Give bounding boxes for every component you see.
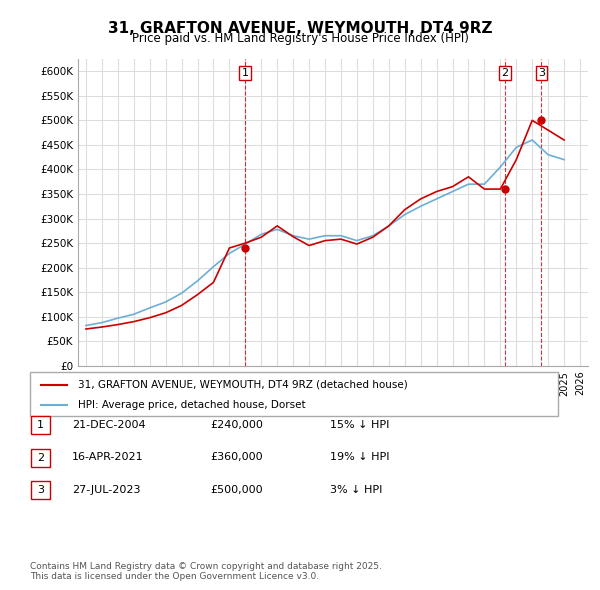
Text: 15% ↓ HPI: 15% ↓ HPI <box>330 420 389 430</box>
FancyBboxPatch shape <box>31 481 50 499</box>
Text: 16-APR-2021: 16-APR-2021 <box>72 453 143 462</box>
Text: HPI: Average price, detached house, Dorset: HPI: Average price, detached house, Dors… <box>77 400 305 410</box>
Text: £240,000: £240,000 <box>210 420 263 430</box>
Text: 3: 3 <box>37 486 44 495</box>
Text: 1: 1 <box>37 421 44 430</box>
FancyBboxPatch shape <box>31 417 50 434</box>
Text: £500,000: £500,000 <box>210 485 263 494</box>
Text: Price paid vs. HM Land Registry's House Price Index (HPI): Price paid vs. HM Land Registry's House … <box>131 32 469 45</box>
Text: 3% ↓ HPI: 3% ↓ HPI <box>330 485 382 494</box>
Text: 1: 1 <box>241 68 248 78</box>
Text: Contains HM Land Registry data © Crown copyright and database right 2025.
This d: Contains HM Land Registry data © Crown c… <box>30 562 382 581</box>
Text: 31, GRAFTON AVENUE, WEYMOUTH, DT4 9RZ (detached house): 31, GRAFTON AVENUE, WEYMOUTH, DT4 9RZ (d… <box>77 380 407 390</box>
Text: 31, GRAFTON AVENUE, WEYMOUTH, DT4 9RZ: 31, GRAFTON AVENUE, WEYMOUTH, DT4 9RZ <box>108 21 492 35</box>
Text: 2: 2 <box>37 453 44 463</box>
Text: 3: 3 <box>538 68 545 78</box>
Text: £360,000: £360,000 <box>210 453 263 462</box>
Text: 19% ↓ HPI: 19% ↓ HPI <box>330 453 389 462</box>
Text: 27-JUL-2023: 27-JUL-2023 <box>72 485 140 494</box>
FancyBboxPatch shape <box>31 449 50 467</box>
Text: 2: 2 <box>502 68 509 78</box>
FancyBboxPatch shape <box>30 372 558 416</box>
Text: 21-DEC-2004: 21-DEC-2004 <box>72 420 146 430</box>
